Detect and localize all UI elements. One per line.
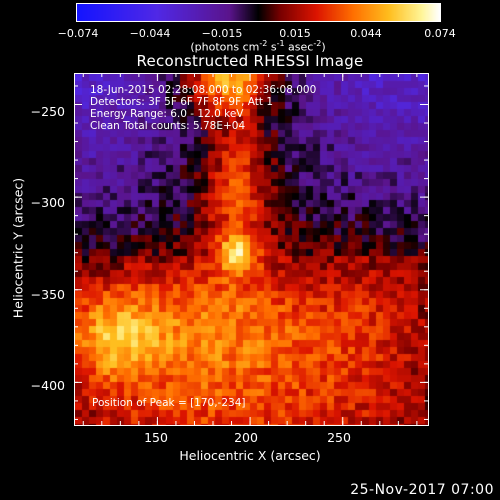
y-tick-label: −250: [30, 104, 65, 119]
peak-position-label: Position of Peak = [170,-234]: [92, 397, 246, 409]
clean-total-counts: Clean Total counts: 5.78E+04: [90, 120, 246, 132]
render-timestamp: 25-Nov-2017 07:00: [350, 482, 494, 498]
plot-area: [74, 73, 429, 426]
colorbar-ticks: −0.074 −0.044 −0.015 0.015 0.044 0.074: [0, 0, 500, 60]
heatmap-image: [75, 74, 428, 425]
colorbar-tick-1: −0.044: [129, 27, 171, 40]
x-tick-label: 250: [327, 430, 351, 445]
x-tick-label: 200: [234, 430, 258, 445]
energy-range: Energy Range: 6.0 - 12.0 keV: [90, 108, 244, 120]
colorbar-tick-2: −0.015: [201, 27, 243, 40]
observation-info: 18-Jun-2015 02:28:08.000 to 02:36:08.000…: [90, 84, 316, 132]
colorbar-tick-3: 0.015: [279, 27, 311, 40]
y-tick-label: −350: [30, 287, 65, 302]
y-axis-label: Heliocentric Y (arcsec): [10, 177, 26, 319]
x-axis-label: Heliocentric X (arcsec): [179, 448, 321, 463]
colorbar-tick-4: 0.044: [350, 27, 382, 40]
chart-title: Reconstructed RHESSI Image: [136, 52, 364, 70]
detectors-info: Detectors: 3F 5F 6F 7F 8F 9F, Att 1: [90, 96, 274, 108]
y-tick-label: −300: [30, 195, 65, 210]
x-tick-label: 150: [144, 430, 168, 445]
colorbar-tick-0: −0.074: [57, 27, 99, 40]
observation-time: 18-Jun-2015 02:28:08.000 to 02:36:08.000: [90, 84, 317, 96]
colorbar: [76, 3, 441, 22]
y-tick-label: −400: [30, 378, 65, 393]
colorbar-tick-5: 0.074: [424, 27, 456, 40]
colorbar-units-label: (photons cm-2 s-1 asec-2): [190, 39, 326, 54]
